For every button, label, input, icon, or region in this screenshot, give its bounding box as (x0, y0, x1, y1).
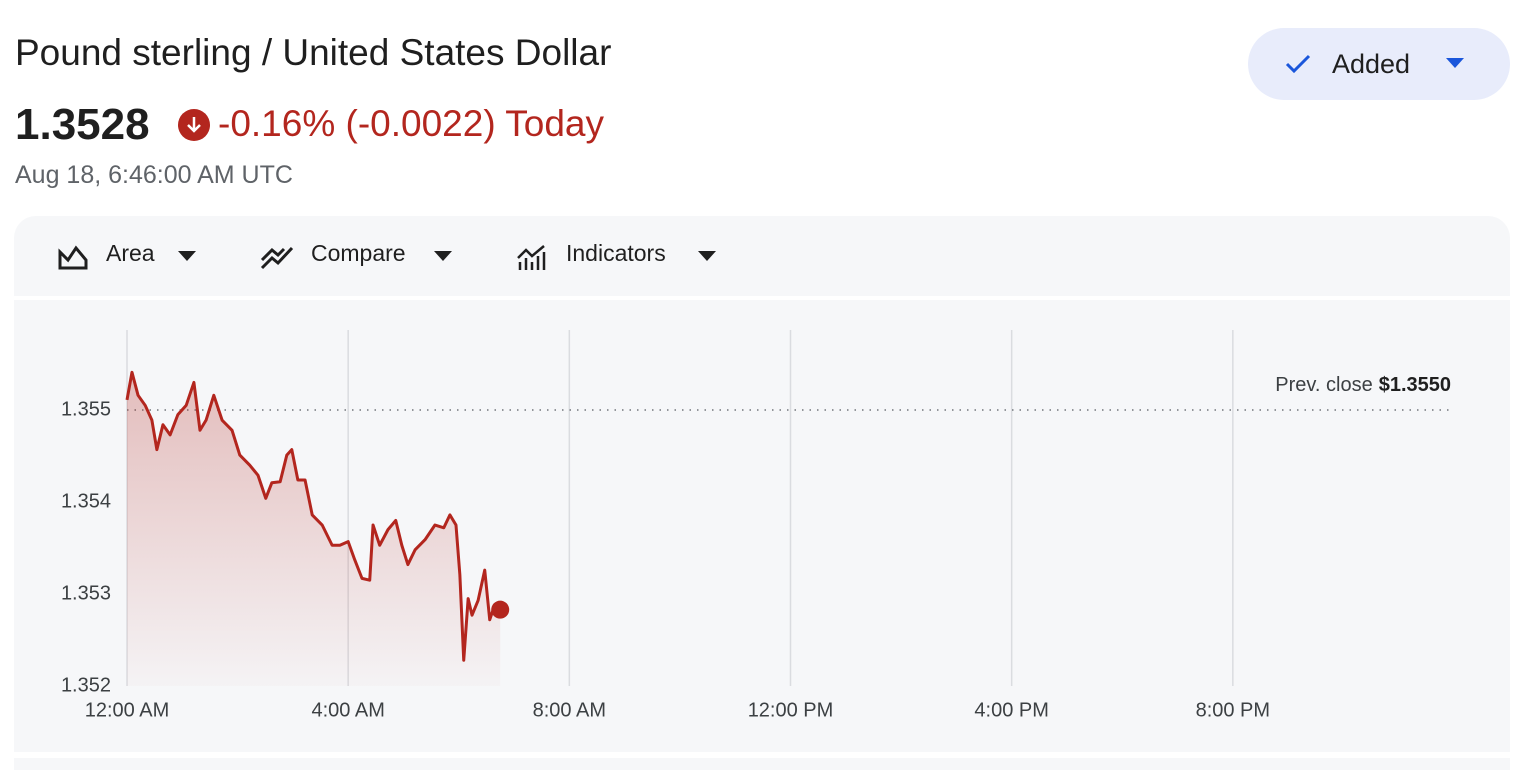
card-edge (14, 758, 1510, 770)
toolbar-item[interactable]: Indicators (566, 240, 666, 266)
x-tick-label: 4:00 AM (311, 699, 384, 721)
y-tick-label: 1.352 (61, 674, 111, 696)
last-point (491, 600, 510, 619)
x-tick-label: 4:00 PM (974, 699, 1048, 721)
dropdown-icon (434, 251, 452, 261)
prev-close-label: Prev. close (1275, 374, 1372, 396)
chart: 12:00 AM 4:00 AM 8:00 AM 12:00 PM 4:00 PM 8:0… (61, 330, 1451, 721)
compare-icon (260, 246, 294, 270)
title: Pound sterling / United States Dollar (15, 32, 612, 73)
toolbar: Area Compare Indicators (14, 216, 1510, 296)
y-tick-label: 1.355 (61, 398, 111, 420)
y-tick-label: 1.354 (61, 490, 111, 512)
area-icon (58, 245, 88, 270)
indicators-icon (517, 245, 546, 270)
button-label: Added (1332, 49, 1411, 79)
prev-close-value: $1.3550 (1379, 374, 1451, 396)
dropdown-icon (178, 251, 196, 261)
x-tick-label: 8:00 AM (533, 699, 606, 721)
down-icon (178, 109, 210, 141)
change: -0.16% (-0.0022) Today (218, 103, 604, 144)
price: 1.3528 (15, 100, 150, 149)
x-tick-label: 8:00 PM (1196, 699, 1270, 721)
toolbar-item[interactable]: Area (106, 240, 155, 266)
price-line (125, 370, 502, 662)
prev-close-annotation: Prev. close $1.3550 (1275, 374, 1451, 396)
dropdown-icon (1446, 58, 1464, 68)
y-tick-label: 1.353 (61, 582, 111, 604)
x-tick-label: 12:00 AM (85, 699, 170, 721)
toolbar-item[interactable]: Compare (311, 240, 406, 266)
added-button[interactable]: Added (1248, 28, 1510, 100)
check-icon (1285, 54, 1311, 74)
x-tick-label: 12:00 PM (748, 699, 834, 721)
dropdown-icon (698, 251, 716, 261)
timestamp: Aug 18, 6:46:00 AM UTC (15, 161, 293, 189)
area-fill (127, 372, 501, 686)
